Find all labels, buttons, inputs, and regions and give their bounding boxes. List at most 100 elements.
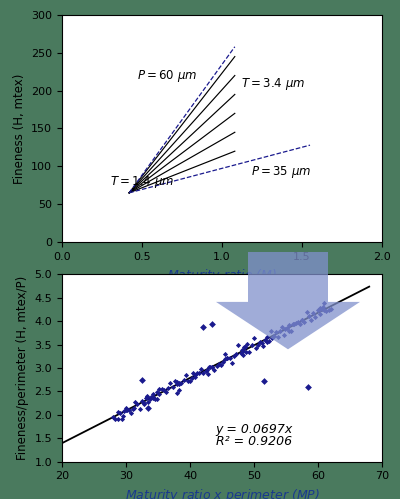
Point: [150, 393, 156, 401]
Point: [114, 415, 121, 423]
Point: [242, 343, 248, 351]
Point: [211, 366, 218, 374]
Point: [229, 359, 235, 367]
Y-axis label: Fineness/perimeter (H, mtex/P): Fineness/perimeter (H, mtex/P): [16, 276, 29, 460]
Point: [138, 397, 145, 405]
Point: [259, 339, 265, 347]
Point: [284, 324, 290, 332]
Point: [241, 343, 247, 351]
Point: [242, 343, 249, 351]
Point: [264, 338, 270, 346]
Point: [206, 363, 212, 371]
Point: [198, 365, 204, 373]
Point: [194, 369, 200, 377]
Point: [174, 378, 180, 386]
Point: [262, 335, 268, 343]
Point: [270, 332, 277, 340]
Point: [178, 379, 184, 387]
Point: [180, 376, 187, 384]
Text: $T = 3.4\ \mu m$: $T = 3.4\ \mu m$: [241, 76, 306, 92]
Point: [273, 327, 279, 335]
Point: [299, 316, 306, 324]
Point: [150, 395, 156, 403]
Point: [114, 408, 121, 416]
Point: [185, 377, 191, 385]
Point: [140, 399, 147, 407]
Point: [253, 343, 259, 351]
Point: [298, 316, 305, 324]
Point: [165, 384, 171, 392]
Point: [288, 327, 294, 335]
Point: [169, 383, 176, 391]
Point: [190, 369, 196, 377]
Point: [266, 336, 272, 344]
Point: [121, 407, 127, 415]
Point: [239, 346, 245, 354]
Point: [131, 404, 138, 412]
Point: [222, 350, 228, 358]
Point: [306, 312, 312, 320]
Point: [144, 392, 150, 400]
Point: [132, 398, 138, 406]
Point: [156, 390, 163, 398]
Point: [319, 305, 325, 313]
Point: [264, 333, 270, 341]
Point: [295, 318, 301, 326]
Point: [235, 341, 242, 349]
Point: [124, 406, 130, 414]
Point: [141, 400, 147, 408]
Point: [292, 319, 299, 327]
Point: [176, 386, 183, 394]
Point: [182, 371, 189, 379]
Point: [286, 321, 292, 329]
Point: [209, 363, 216, 371]
Point: [240, 350, 247, 358]
Point: [231, 352, 237, 360]
Point: [326, 306, 332, 314]
Point: [196, 369, 202, 377]
Point: [320, 303, 326, 311]
Point: [130, 405, 136, 413]
Point: [282, 325, 288, 333]
Point: [301, 318, 308, 326]
Point: [328, 305, 334, 313]
Point: [158, 385, 165, 393]
Point: [233, 350, 240, 358]
Point: [310, 309, 316, 317]
Point: [174, 380, 180, 388]
Point: [204, 366, 210, 374]
Point: [317, 304, 323, 312]
Point: [243, 348, 250, 356]
Point: [147, 395, 154, 403]
X-axis label: Maturity ratio x perimeter ($MP$): Maturity ratio x perimeter ($MP$): [124, 487, 320, 499]
Point: [220, 358, 226, 366]
Point: [128, 409, 134, 417]
Point: [308, 316, 314, 324]
Point: [144, 393, 150, 401]
Point: [209, 319, 216, 327]
Text: R² = 0.9206: R² = 0.9206: [216, 435, 292, 448]
Point: [192, 373, 198, 381]
Point: [255, 341, 262, 349]
Point: [323, 307, 330, 315]
Point: [154, 395, 160, 403]
Point: [187, 377, 193, 385]
Point: [260, 377, 267, 385]
Point: [251, 334, 257, 342]
Point: [202, 367, 209, 375]
Text: $P = 60\ \mu m$: $P = 60\ \mu m$: [137, 68, 198, 84]
Point: [312, 313, 319, 321]
Text: $T = 1.4\ \mu m$: $T = 1.4\ \mu m$: [110, 174, 174, 190]
Point: [143, 394, 149, 402]
Text: $P = 35\ \mu m$: $P = 35\ \mu m$: [251, 164, 311, 181]
Point: [134, 400, 140, 408]
Point: [226, 354, 233, 362]
Point: [160, 386, 167, 394]
Point: [123, 406, 130, 414]
Point: [112, 415, 118, 423]
Point: [156, 385, 162, 393]
Point: [291, 320, 298, 328]
Point: [316, 304, 323, 312]
Point: [163, 388, 169, 396]
Point: [314, 306, 321, 314]
